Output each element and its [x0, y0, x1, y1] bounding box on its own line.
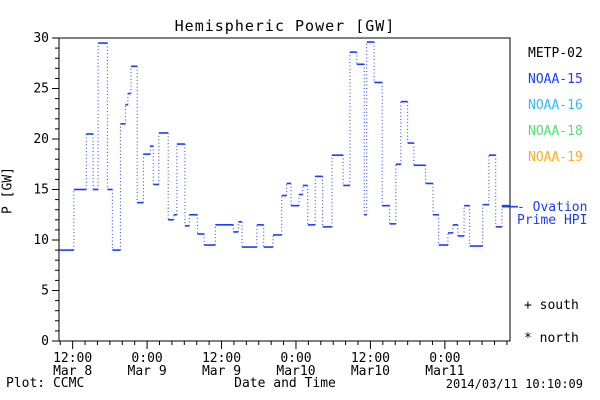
y-tick-label: 5 [41, 284, 49, 299]
legend-item-metp-02: METP-02 [528, 46, 583, 61]
x-tick-time-label: 0:00 [280, 351, 311, 366]
x-axis-label: Date and Time [234, 376, 336, 391]
x-tick-time-label: 0:00 [429, 351, 460, 366]
x-tick-time-label: 0:00 [131, 351, 162, 366]
x-tick-date-label: Mar10 [351, 364, 390, 379]
ovation-label-line2: Prime HPI [517, 213, 588, 228]
north-marker-legend: * north [524, 331, 579, 346]
legend-item-noaa-18: NOAA-18 [528, 124, 583, 139]
plot-credit: Plot: CCMC [6, 376, 85, 391]
x-tick-date-label: Mar 9 [128, 364, 167, 379]
x-tick-date-label: Mar11 [425, 364, 464, 379]
ovation-label-line1: - Ovation [517, 200, 588, 215]
x-tick-date-label: Mar 9 [202, 364, 241, 379]
y-tick-label: 15 [33, 183, 49, 198]
x-tick-date-label: Mar 8 [53, 364, 92, 379]
x-tick-date-label: Mar10 [276, 364, 315, 379]
y-tick-label: 30 [33, 31, 49, 46]
axes-frame [58, 37, 511, 342]
creation-timestamp: 2014/03/11 10:10:09 [445, 377, 583, 391]
x-tick-time-label: 12:00 [202, 351, 241, 366]
legend-item-noaa-16: NOAA-16 [528, 98, 583, 113]
y-tick-label: 20 [33, 132, 49, 147]
x-tick-time-label: 12:00 [351, 351, 390, 366]
y-tick-label: 0 [41, 334, 49, 349]
south-marker-legend: + south [524, 298, 579, 313]
legend-item-noaa-19: NOAA-19 [528, 150, 583, 165]
x-tick-time-label: 12:00 [53, 351, 92, 366]
chart-title: Hemispheric Power [GW] [174, 17, 396, 35]
ovation-prime-hpi-label: - Ovation Prime HPI [517, 201, 599, 227]
legend-item-noaa-15: NOAA-15 [528, 72, 583, 87]
y-tick-label: 25 [33, 82, 49, 97]
y-axis-label: P [GW] [0, 167, 16, 214]
satellite-legend: METP-02 NOAA-15 NOAA-16 NOAA-18 NOAA-19 [528, 41, 583, 171]
y-tick-label: 10 [33, 233, 49, 248]
